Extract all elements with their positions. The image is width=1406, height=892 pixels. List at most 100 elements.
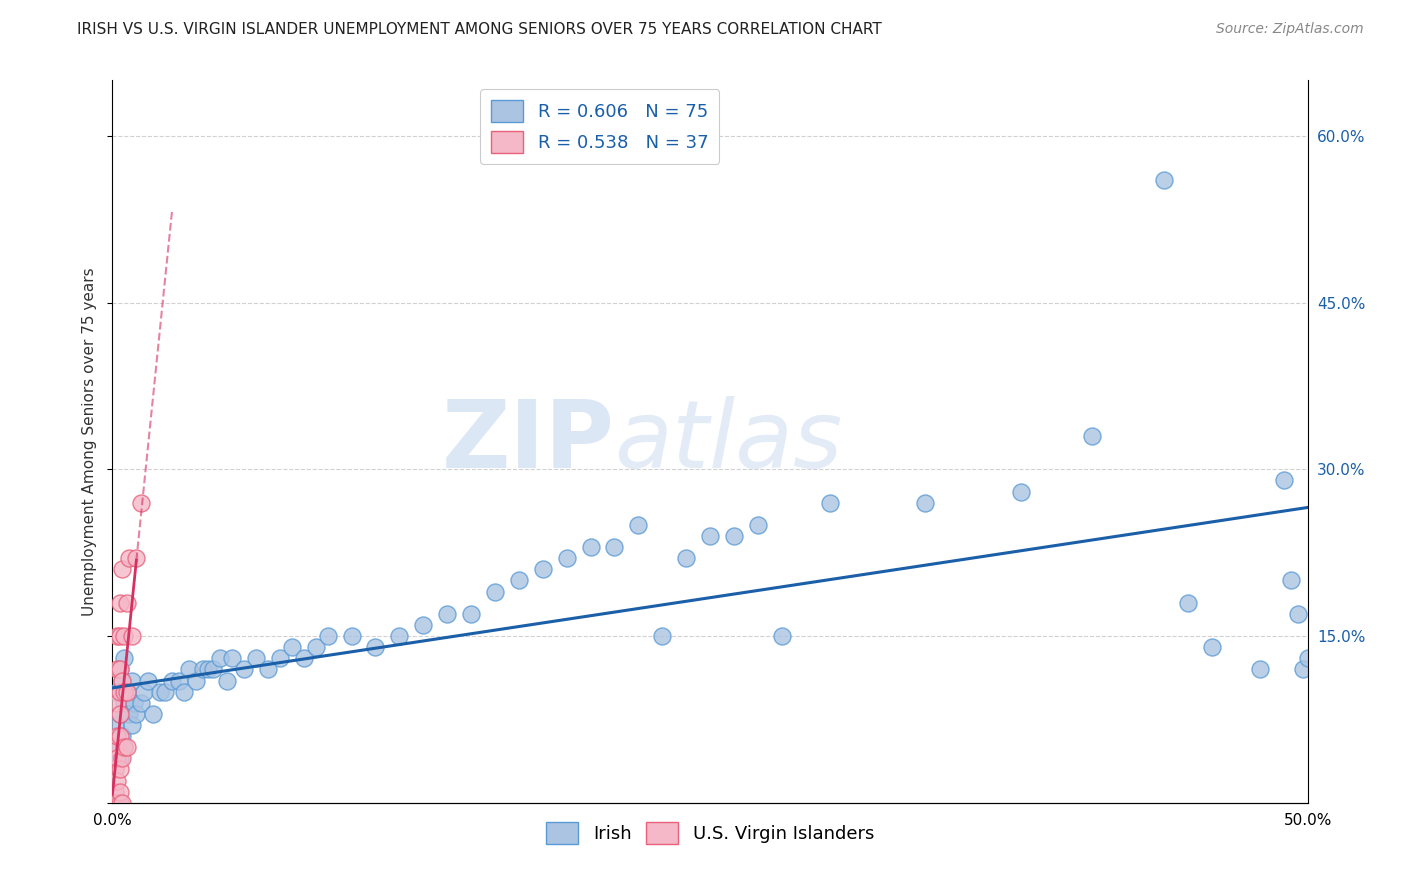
- Point: [111, 562, 134, 576]
- Point: [162, 673, 183, 688]
- Point: [508, 574, 530, 588]
- Point: [675, 551, 697, 566]
- Point: [118, 551, 141, 566]
- Point: [114, 629, 135, 643]
- Point: [115, 740, 138, 755]
- Point: [1081, 429, 1104, 443]
- Point: [115, 596, 138, 610]
- Point: [1272, 474, 1295, 488]
- Point: [1296, 651, 1319, 665]
- Point: [197, 662, 219, 676]
- Point: [149, 684, 172, 698]
- Point: [111, 673, 134, 688]
- Point: [153, 684, 176, 698]
- Point: [121, 629, 143, 643]
- Point: [111, 729, 134, 743]
- Point: [460, 607, 482, 621]
- Point: [269, 651, 291, 665]
- Point: [104, 718, 127, 732]
- Point: [105, 729, 128, 743]
- Point: [193, 662, 215, 676]
- Point: [105, 662, 128, 676]
- Point: [699, 529, 721, 543]
- Point: [104, 740, 127, 755]
- Text: Source: ZipAtlas.com: Source: ZipAtlas.com: [1216, 22, 1364, 37]
- Point: [531, 562, 554, 576]
- Point: [132, 684, 155, 698]
- Text: atlas: atlas: [614, 396, 842, 487]
- Point: [125, 551, 148, 566]
- Point: [105, 796, 128, 810]
- Point: [292, 651, 315, 665]
- Point: [108, 629, 131, 643]
- Point: [108, 785, 131, 799]
- Point: [125, 706, 148, 721]
- Text: ZIP: ZIP: [441, 395, 614, 488]
- Point: [108, 662, 131, 676]
- Legend: Irish, U.S. Virgin Islanders: Irish, U.S. Virgin Islanders: [538, 815, 882, 852]
- Point: [108, 796, 131, 810]
- Point: [412, 618, 434, 632]
- Point: [108, 596, 131, 610]
- Point: [173, 684, 195, 698]
- Point: [104, 796, 127, 810]
- Point: [436, 607, 458, 621]
- Point: [177, 662, 200, 676]
- Point: [104, 796, 127, 810]
- Point: [108, 706, 131, 721]
- Point: [1177, 596, 1199, 610]
- Point: [364, 640, 387, 655]
- Point: [305, 640, 328, 655]
- Point: [111, 796, 134, 810]
- Point: [115, 684, 138, 698]
- Point: [108, 684, 131, 698]
- Point: [142, 706, 165, 721]
- Point: [108, 751, 131, 765]
- Point: [169, 673, 191, 688]
- Point: [217, 673, 239, 688]
- Point: [1292, 662, 1315, 676]
- Point: [555, 551, 578, 566]
- Point: [651, 629, 673, 643]
- Point: [105, 773, 128, 788]
- Point: [245, 651, 267, 665]
- Point: [484, 584, 506, 599]
- Point: [104, 751, 127, 765]
- Point: [105, 684, 128, 698]
- Point: [122, 696, 145, 710]
- Point: [108, 706, 131, 721]
- Point: [603, 540, 626, 554]
- Point: [129, 696, 152, 710]
- Point: [114, 740, 135, 755]
- Point: [104, 785, 127, 799]
- Point: [121, 673, 143, 688]
- Point: [138, 673, 160, 688]
- Point: [1279, 574, 1302, 588]
- Point: [121, 718, 143, 732]
- Point: [1010, 484, 1032, 499]
- Point: [914, 496, 936, 510]
- Point: [105, 740, 128, 755]
- Point: [104, 763, 127, 777]
- Point: [105, 796, 128, 810]
- Point: [388, 629, 411, 643]
- Point: [129, 496, 152, 510]
- Point: [723, 529, 745, 543]
- Y-axis label: Unemployment Among Seniors over 75 years: Unemployment Among Seniors over 75 years: [82, 268, 97, 615]
- Point: [111, 673, 134, 688]
- Point: [257, 662, 280, 676]
- Point: [108, 763, 131, 777]
- Point: [114, 740, 135, 755]
- Point: [114, 651, 135, 665]
- Point: [627, 517, 650, 532]
- Point: [281, 640, 304, 655]
- Point: [233, 662, 256, 676]
- Point: [579, 540, 602, 554]
- Point: [770, 629, 793, 643]
- Point: [201, 662, 224, 676]
- Text: IRISH VS U.S. VIRGIN ISLANDER UNEMPLOYMENT AMONG SENIORS OVER 75 YEARS CORRELATI: IRISH VS U.S. VIRGIN ISLANDER UNEMPLOYME…: [77, 22, 882, 37]
- Point: [114, 696, 135, 710]
- Point: [316, 629, 339, 643]
- Point: [105, 796, 128, 810]
- Point: [340, 629, 363, 643]
